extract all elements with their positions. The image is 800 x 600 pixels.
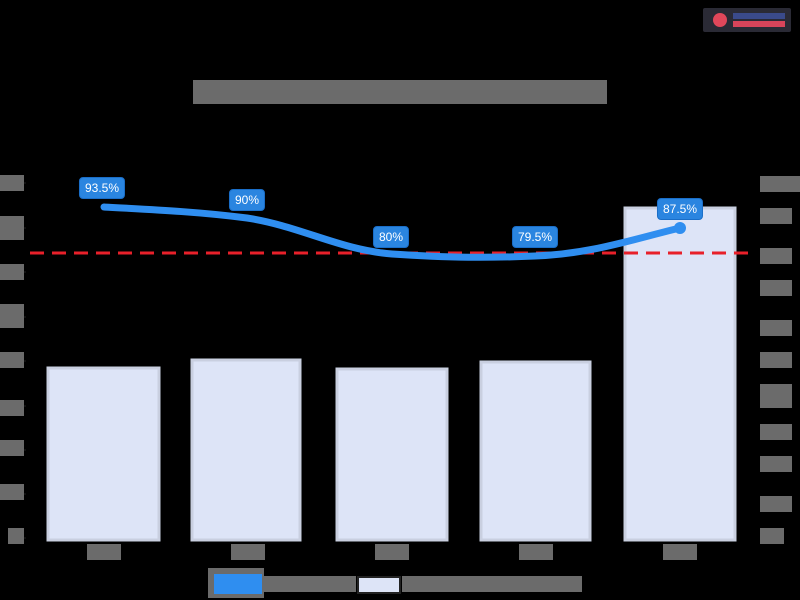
data-label-1: 93.5% — [78, 177, 126, 199]
line-series — [100, 203, 684, 261]
data-label-2: 90% — [228, 189, 266, 211]
data-label-4: 79.5% — [511, 226, 559, 248]
data-label-5: 87.5% — [656, 198, 704, 220]
data-label-3: 80% — [372, 226, 410, 248]
legend-label-1 — [264, 576, 356, 592]
bar-series — [46, 206, 737, 542]
legend-swatch-line — [214, 574, 262, 594]
bar-1 — [46, 366, 161, 542]
bar-2 — [190, 358, 302, 542]
bar-3 — [335, 367, 449, 542]
logo-icon — [713, 13, 727, 27]
legend-swatch-bar — [357, 576, 401, 594]
brand-logo — [703, 8, 791, 32]
bar-4 — [479, 360, 592, 542]
line-marker-5 — [674, 222, 686, 234]
legend-label-2 — [402, 576, 582, 592]
bar-5 — [623, 206, 737, 542]
chart-title — [193, 80, 607, 104]
